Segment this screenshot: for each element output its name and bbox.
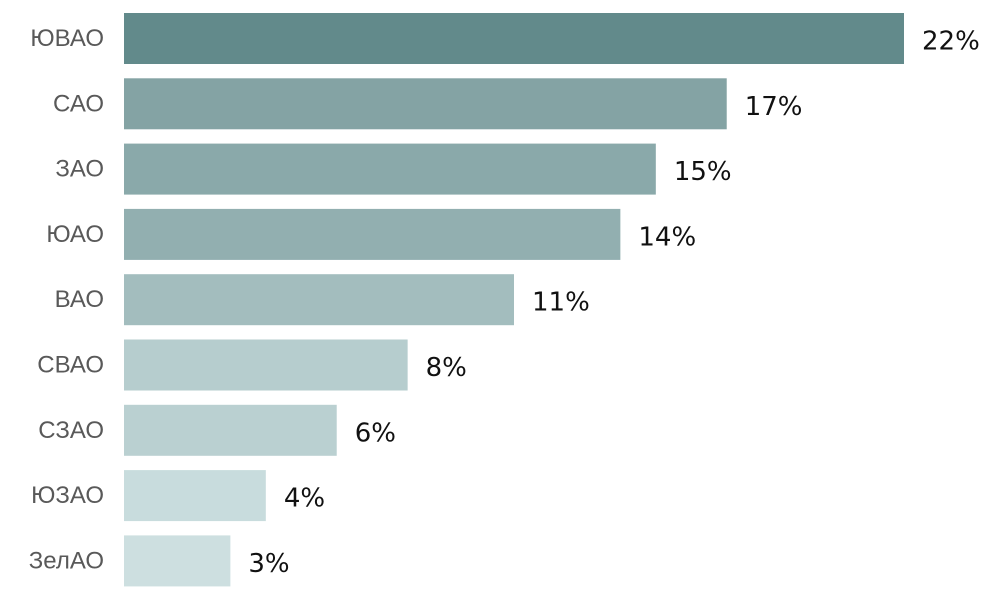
bar [124,143,656,195]
value-label: 3% [248,549,289,579]
bar [124,339,408,391]
value-label: 8% [426,353,467,383]
category-label: СЗАО [38,417,104,444]
bar [124,404,337,456]
value-label: 4% [284,484,325,514]
category-label: ЮЗАО [31,482,104,509]
bar [124,535,231,587]
bar [124,13,904,64]
value-label: 6% [355,418,396,448]
bar-group: СВАО 8% [37,339,467,391]
bar-group: СЗАО 6% [38,404,396,456]
category-label: ЮАО [46,221,104,248]
value-label: 15% [674,157,732,187]
category-label: ЮВАО [30,25,104,52]
bar-group: ЮВАО 22% [30,13,980,64]
bar [124,208,621,260]
bar-group: ЮАО 14% [46,208,696,260]
value-label: 17% [745,92,803,122]
bar [124,274,514,326]
bar-group: ЮЗАО 4% [31,470,325,522]
category-label: ВАО [55,286,104,313]
bar [124,470,266,522]
bar-group: ВАО 11% [55,274,590,326]
bar-group: ЗелАО 3% [29,535,290,587]
value-label: 14% [638,222,696,252]
category-label: ЗАО [55,156,104,183]
value-label: 22% [922,27,980,57]
category-label: САО [53,90,104,117]
value-label: 11% [532,288,590,318]
category-label: СВАО [37,352,104,379]
category-label: ЗелАО [29,547,104,574]
bar-group: САО 17% [53,78,803,130]
bar [124,78,727,130]
bar-group: ЗАО 15% [55,143,732,195]
